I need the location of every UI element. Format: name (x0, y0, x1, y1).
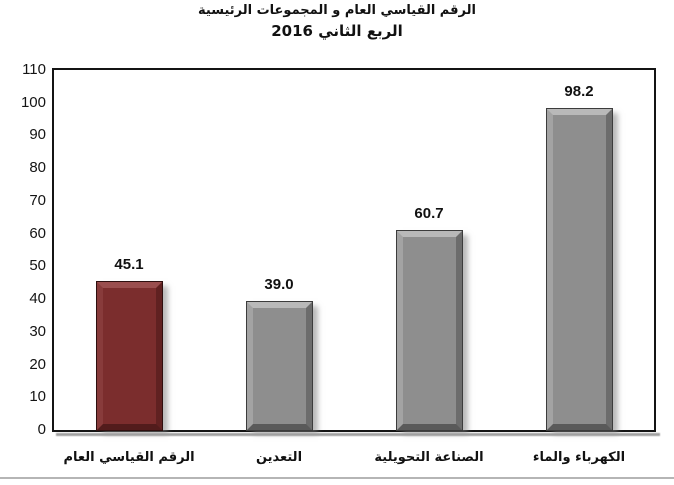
y-axis-tick-label: 90 (29, 126, 46, 144)
chart-frame-bottom-edge (0, 477, 674, 479)
y-axis-tick-label: 70 (29, 191, 46, 209)
plot-area: 45.1 39.0 60.7 98.2 (52, 68, 656, 432)
bar-value-label: 45.1 (114, 256, 144, 274)
y-axis-tick-label: 0 (37, 421, 46, 438)
bar-3 (545, 107, 613, 432)
bar-1 (245, 301, 313, 431)
y-axis-tick-label: 30 (29, 322, 46, 340)
chart-title: الرقم القياسي العام و المجموعات الرئيسية… (0, 3, 674, 40)
bar-0 (95, 281, 163, 431)
category-label-1: التعدين (255, 450, 303, 465)
y-axis-tick-label: 60 (29, 224, 46, 242)
y-axis-tick-label: 40 (29, 290, 46, 308)
y-axis-tick-label: 100 (20, 93, 46, 111)
category-label-3: الكهرباء والماء (532, 450, 626, 465)
bar-value-label: 60.7 (414, 205, 444, 223)
category-label-2: الصناعة التحويلية (374, 450, 484, 465)
bar-value-label: 39.0 (264, 276, 294, 294)
y-axis-tick-label: 50 (29, 257, 46, 275)
y-axis-tick-label: 110 (22, 61, 46, 78)
chart-title-line1: الرقم القياسي العام و المجموعات الرئيسية (198, 3, 476, 18)
y-axis-tick-label: 20 (29, 355, 46, 373)
bar-2 (395, 230, 463, 431)
y-axis-tick-label: 10 (29, 388, 46, 406)
y-axis-tick-label: 80 (29, 159, 46, 177)
bar-value-label: 98.2 (564, 82, 594, 100)
chart-title-line2: الربع الثاني 2016 (271, 22, 403, 40)
category-label-0: الرقم القياسي العام (63, 450, 195, 465)
baseline-shadow (56, 433, 660, 436)
